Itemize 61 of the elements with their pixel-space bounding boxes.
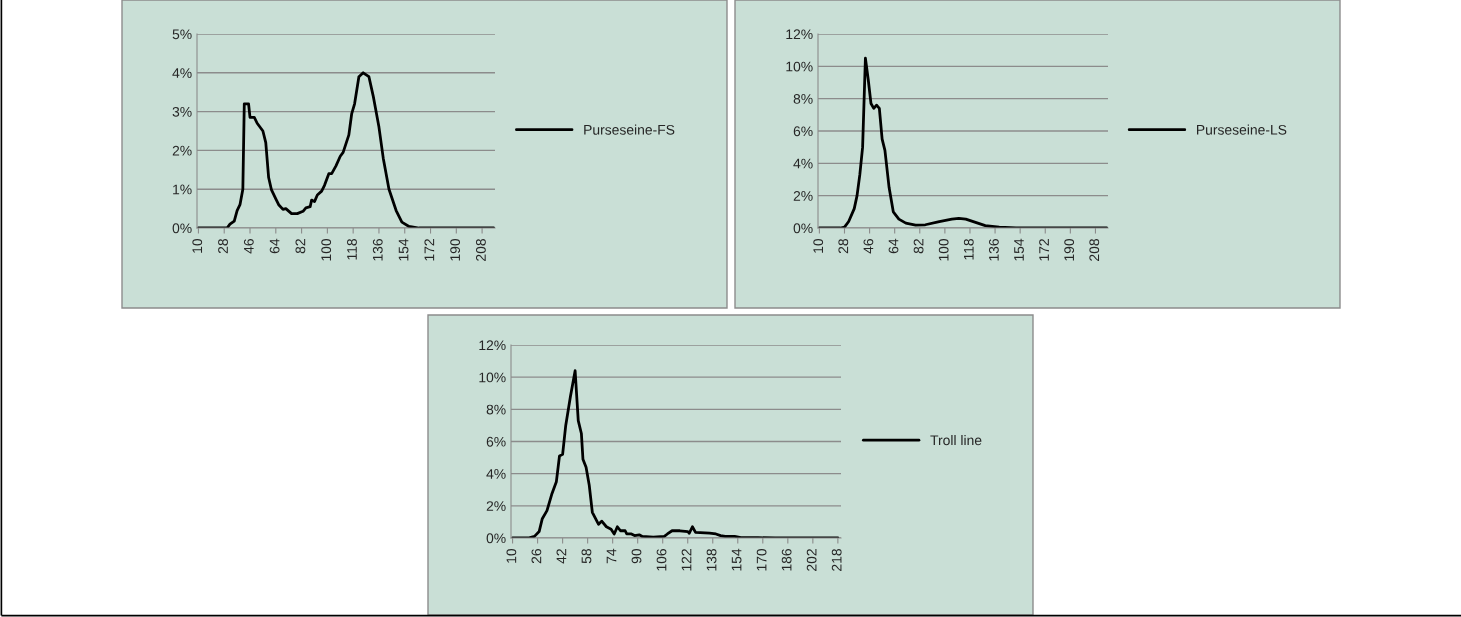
x-tick-label: 136 (372, 239, 383, 261)
x-tick-label: 46 (863, 239, 874, 254)
x-tick-label: 10 (192, 238, 203, 253)
y-tick-label: 8% (486, 404, 506, 415)
x-tick-label: 190 (450, 238, 461, 261)
y-tick-label: 10% (479, 372, 506, 383)
x-tick-label: 82 (913, 239, 924, 254)
legend-label: Purseseine-LS (1197, 124, 1287, 135)
x-tick-label: 26 (531, 549, 542, 564)
x-tick-label: 154 (731, 548, 742, 571)
y-tick-label: 4% (486, 469, 506, 479)
y-tick-label: 2% (486, 501, 506, 511)
x-tick-label: 202 (806, 549, 817, 571)
x-tick-label: 64 (269, 238, 280, 254)
y-tick-label: 1% (173, 184, 192, 195)
x-tick-label: 118 (963, 239, 974, 260)
x-tick-label: 118 (347, 239, 357, 260)
x-tick-label: 170 (756, 548, 767, 571)
y-tick-label: 5% (172, 29, 192, 40)
legend-label: Purseseine-FS (584, 124, 675, 135)
x-tick-label: 42 (556, 549, 567, 564)
y-tick-label: 8% (793, 94, 813, 104)
y-tick-label: 6% (486, 436, 506, 447)
x-tick-label: 64 (888, 238, 899, 254)
x-tick-label: 28 (218, 239, 228, 254)
y-tick-label: 0% (172, 223, 192, 234)
x-tick-label: 100 (938, 238, 949, 261)
y-tick-label: 4% (172, 68, 192, 78)
x-tick-label: 46 (243, 239, 254, 254)
x-tick-label: 186 (781, 549, 792, 571)
x-tick-label: 138 (706, 549, 717, 571)
x-tick-label: 172 (1039, 239, 1049, 261)
y-tick-label: 0% (793, 223, 813, 234)
x-tick-label: 172 (424, 239, 435, 261)
x-tick-label: 82 (295, 239, 306, 254)
x-tick-label: 74 (606, 548, 617, 564)
x-tick-label: 10 (813, 238, 824, 253)
x-tick-label: 90 (631, 548, 642, 564)
x-tick-label: 106 (656, 549, 667, 571)
x-tick-label: 154 (398, 238, 409, 261)
y-tick-label: 2% (793, 191, 813, 201)
x-tick-label: 58 (581, 549, 592, 564)
y-tick-label: 12% (786, 29, 813, 40)
x-tick-label: 122 (681, 549, 692, 571)
x-tick-label: 218 (831, 549, 842, 571)
x-tick-label: 190 (1064, 238, 1075, 261)
x-tick-label: 10 (506, 548, 517, 563)
x-tick-label: 100 (321, 238, 332, 261)
y-tick-label: 2% (172, 145, 192, 156)
y-tick-label: 3% (172, 106, 192, 117)
x-tick-label: 154 (1014, 238, 1024, 261)
y-tick-label: 0% (486, 533, 506, 544)
y-tick-label: 10% (786, 61, 813, 72)
y-tick-label: 6% (793, 126, 813, 137)
y-tick-label: 4% (793, 158, 813, 169)
legend-label: Troll line (930, 435, 982, 446)
x-tick-label: 208 (1089, 239, 1100, 261)
y-tick-label: 12% (479, 340, 506, 351)
x-tick-label: 136 (988, 239, 999, 261)
x-tick-label: 28 (838, 239, 849, 254)
x-tick-label: 208 (476, 239, 486, 261)
